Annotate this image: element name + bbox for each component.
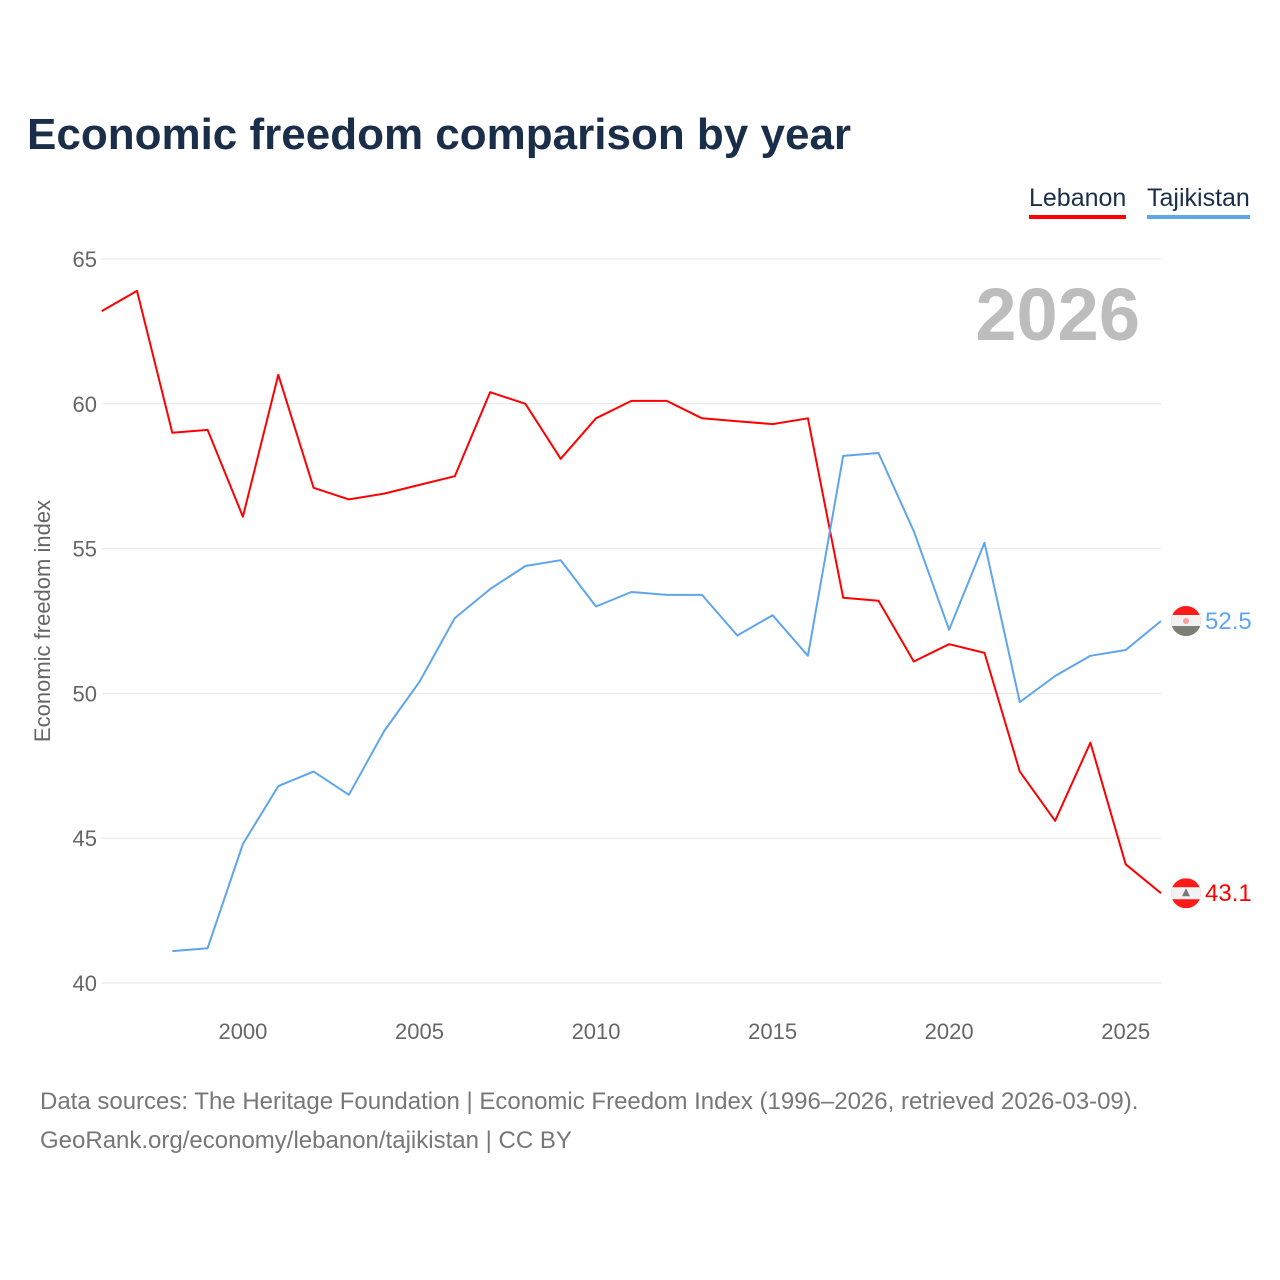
chart-title: Economic freedom comparison by year: [27, 110, 852, 159]
y-tick-label: 55: [73, 537, 97, 562]
x-tick-label: 2025: [1101, 1019, 1150, 1044]
y-tick-label: 45: [73, 826, 97, 851]
y-tick-label: 65: [73, 247, 97, 272]
y-tick-label: 50: [73, 681, 97, 706]
footer-source: Data sources: The Heritage Foundation | …: [40, 1088, 1139, 1115]
y-tick-label: 40: [73, 971, 97, 996]
legend-item-lebanon[interactable]: Lebanon: [1029, 184, 1127, 219]
x-tick-label: 2020: [925, 1019, 974, 1044]
y-axis-label: Economic freedom index: [30, 500, 55, 742]
lebanon-flag-icon: [1171, 878, 1201, 909]
x-tick-label: 2015: [748, 1019, 797, 1044]
series-line-lebanon: [101, 289, 1162, 894]
end-value-label-tajikistan: 52.5: [1205, 608, 1252, 635]
series-line-tajikistan: [172, 452, 1162, 953]
footer-credit: GeoRank.org/economy/lebanon/tajikistan |…: [40, 1127, 572, 1154]
tajikistan-flag-icon: [1171, 606, 1201, 636]
y-tick-label: 60: [73, 392, 97, 417]
year-watermark: 2026: [975, 273, 1140, 356]
legend-item-tajikistan[interactable]: Tajikistan: [1147, 184, 1250, 219]
x-tick-label: 2000: [218, 1019, 267, 1044]
x-tick-label: 2010: [572, 1019, 621, 1044]
x-tick-label: 2005: [395, 1019, 444, 1044]
end-value-label-lebanon: 43.1: [1205, 880, 1252, 907]
